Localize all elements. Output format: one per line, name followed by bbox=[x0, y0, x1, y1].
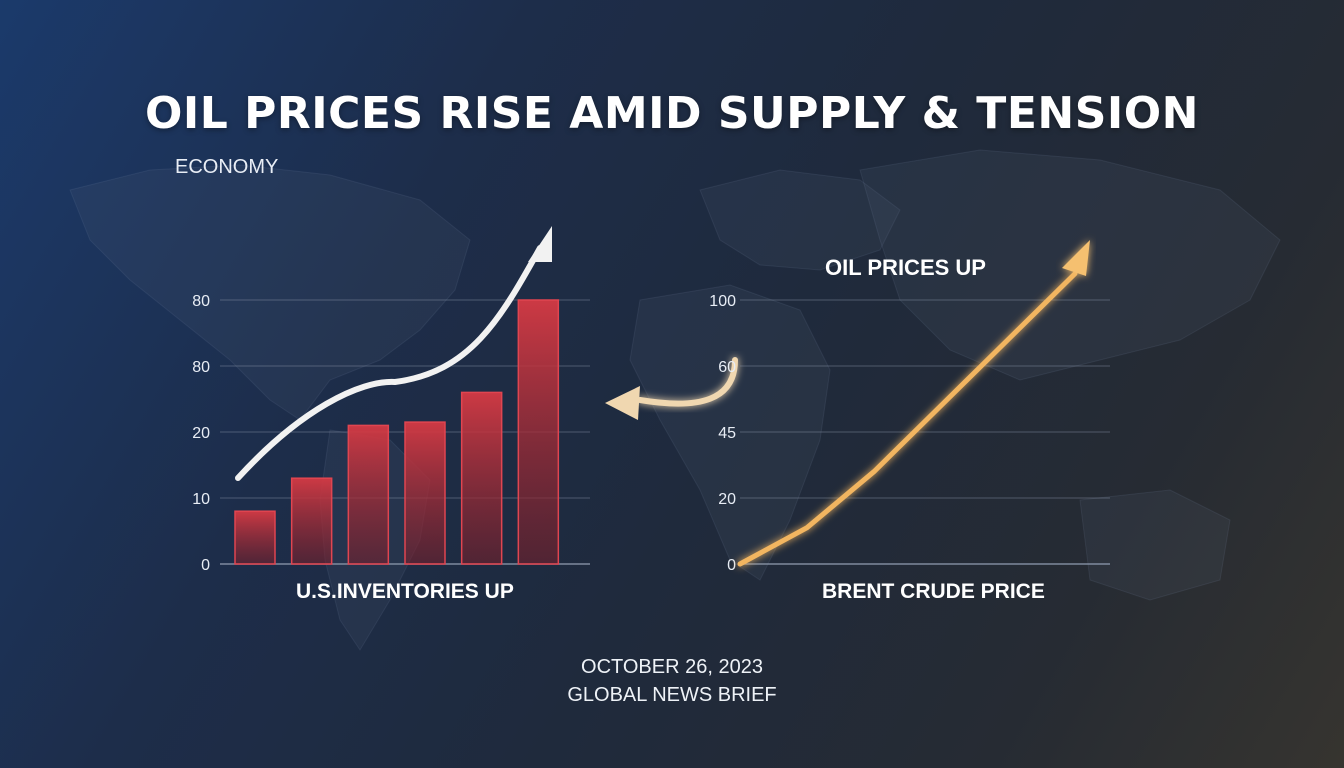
y-tick-label: 100 bbox=[709, 293, 736, 310]
y-tick-label: 45 bbox=[718, 425, 736, 442]
footer-source: GLOBAL NEWS BRIEF bbox=[567, 684, 777, 706]
bar bbox=[517, 299, 560, 565]
connector-arrowhead bbox=[605, 386, 640, 420]
y-tick-label: 80 bbox=[192, 293, 210, 310]
left-chart-y-ticks: 0 10 20 80 80 bbox=[192, 293, 210, 574]
right-chart-y-ticks: 0 20 45 60 100 bbox=[709, 293, 736, 574]
connector-arrow bbox=[637, 357, 738, 407]
y-tick-label: 60 bbox=[718, 359, 736, 376]
right-chart-xlabel: BRENT CRUDE PRICE bbox=[822, 580, 1045, 603]
y-tick-label: 0 bbox=[201, 557, 210, 574]
y-tick-label: 20 bbox=[192, 425, 210, 442]
left-chart-bars bbox=[234, 299, 560, 565]
bar bbox=[347, 424, 390, 565]
y-tick-label: 10 bbox=[192, 491, 210, 508]
y-tick-label: 80 bbox=[192, 359, 210, 376]
right-chart-arrowhead bbox=[1062, 240, 1090, 276]
australia-shape bbox=[1079, 489, 1231, 601]
right-chart-grid bbox=[740, 299, 1110, 565]
bar bbox=[290, 477, 333, 565]
africa-shape bbox=[629, 284, 831, 581]
headline: OIL PRICES RISE AMID SUPPLY & TENSION bbox=[144, 88, 1199, 139]
bar bbox=[234, 510, 276, 565]
y-tick-label: 0 bbox=[727, 557, 736, 574]
right-chart-title: OIL PRICES UP bbox=[825, 255, 986, 280]
left-trend-arrowhead bbox=[528, 226, 552, 262]
y-tick-label: 20 bbox=[718, 491, 736, 508]
europe-shape bbox=[699, 169, 901, 271]
left-chart-xlabel: U.S.INVENTORIES UP bbox=[296, 580, 514, 603]
category-label: ECONOMY bbox=[175, 156, 279, 178]
bar bbox=[460, 391, 503, 565]
left-trend-arrow bbox=[235, 245, 543, 481]
footer-date: OCTOBER 26, 2023 bbox=[581, 656, 763, 678]
bar bbox=[404, 421, 446, 565]
north-america-shape bbox=[69, 164, 471, 421]
right-chart-line bbox=[737, 271, 1078, 567]
